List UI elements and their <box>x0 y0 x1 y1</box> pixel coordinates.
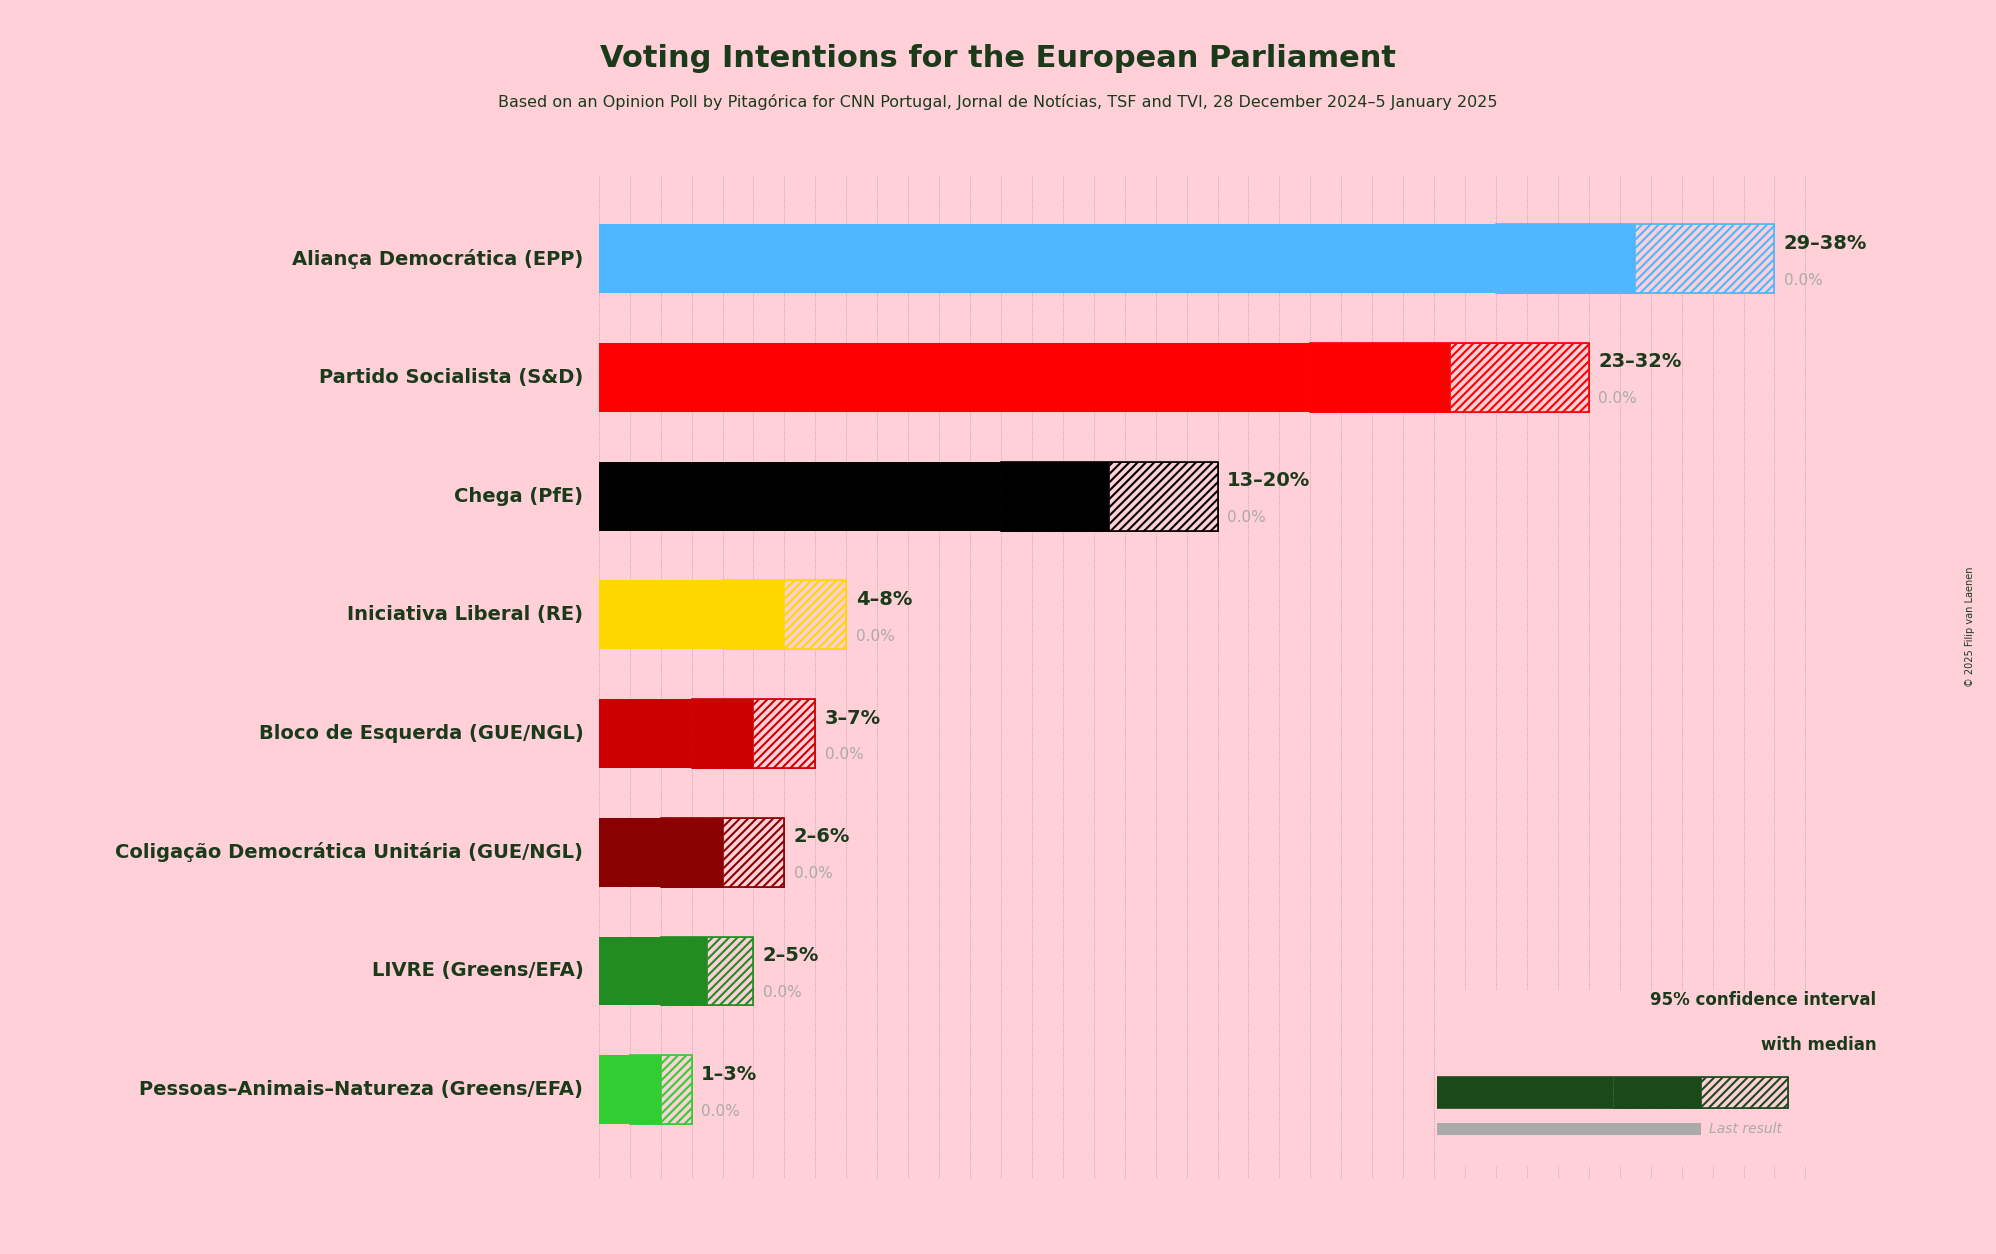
Text: 13–20%: 13–20% <box>1228 472 1309 490</box>
Bar <box>1437 1077 1613 1109</box>
Bar <box>599 700 691 767</box>
Bar <box>599 342 1309 411</box>
Bar <box>661 818 723 887</box>
Text: © 2025 Filip van Laenen: © 2025 Filip van Laenen <box>1964 567 1976 687</box>
Bar <box>599 581 723 650</box>
Bar <box>691 700 814 767</box>
Text: with median: with median <box>1760 1036 1876 1055</box>
Bar <box>1497 224 1774 293</box>
Text: 0.0%: 0.0% <box>701 1104 741 1119</box>
Bar <box>1000 461 1110 530</box>
Text: 0.0%: 0.0% <box>1784 272 1822 287</box>
Bar <box>1701 1077 1788 1109</box>
Text: 4–8%: 4–8% <box>856 589 912 609</box>
Text: 29–38%: 29–38% <box>1784 233 1866 253</box>
Bar <box>599 224 1497 293</box>
Bar <box>723 818 784 887</box>
Bar <box>784 581 846 650</box>
Text: Coligação Democrática Unitária (GUE/NGL): Coligação Democrática Unitária (GUE/NGL) <box>116 843 583 863</box>
Text: Partido Socialista (S&D): Partido Socialista (S&D) <box>319 367 583 387</box>
Bar <box>1497 224 1635 293</box>
Bar <box>661 937 752 1006</box>
Text: 0.0%: 0.0% <box>1599 391 1637 406</box>
Bar <box>723 581 784 650</box>
Bar <box>723 581 846 650</box>
Text: Chega (PfE): Chega (PfE) <box>455 487 583 505</box>
Text: 0.0%: 0.0% <box>856 628 894 643</box>
Text: Last result: Last result <box>1709 1122 1782 1136</box>
Bar <box>1613 1077 1701 1109</box>
Bar <box>1635 224 1774 293</box>
Text: Voting Intentions for the European Parliament: Voting Intentions for the European Parli… <box>601 44 1395 73</box>
Text: 23–32%: 23–32% <box>1599 352 1681 371</box>
Bar <box>599 1056 629 1124</box>
Bar <box>1437 1077 1788 1109</box>
Bar <box>1309 342 1449 411</box>
Bar <box>629 1056 691 1124</box>
Text: 2–5%: 2–5% <box>762 946 818 966</box>
Bar <box>629 1056 661 1124</box>
Text: 0.0%: 0.0% <box>762 984 802 999</box>
Bar <box>707 937 752 1006</box>
Text: 95% confidence interval: 95% confidence interval <box>1651 991 1876 1008</box>
Text: Pessoas–Animais–Natureza (Greens/EFA): Pessoas–Animais–Natureza (Greens/EFA) <box>140 1080 583 1100</box>
Text: Aliança Democrática (EPP): Aliança Democrática (EPP) <box>291 248 583 268</box>
Bar <box>1110 461 1218 530</box>
Bar <box>1000 461 1218 530</box>
Bar <box>1437 1124 1701 1136</box>
Bar <box>599 461 1000 530</box>
Bar <box>599 818 661 887</box>
Text: Iniciativa Liberal (RE): Iniciativa Liberal (RE) <box>347 606 583 624</box>
Text: 2–6%: 2–6% <box>794 828 850 846</box>
Text: 0.0%: 0.0% <box>1228 510 1265 525</box>
Bar <box>752 700 814 767</box>
Text: 3–7%: 3–7% <box>824 709 880 727</box>
Bar <box>1309 342 1589 411</box>
Bar <box>599 937 661 1006</box>
Text: 1–3%: 1–3% <box>701 1065 756 1083</box>
Bar <box>691 700 752 767</box>
Text: Bloco de Esquerda (GUE/NGL): Bloco de Esquerda (GUE/NGL) <box>259 724 583 744</box>
Text: 0.0%: 0.0% <box>824 747 864 762</box>
Bar <box>661 1056 691 1124</box>
Bar <box>661 937 707 1006</box>
Text: 0.0%: 0.0% <box>794 867 832 882</box>
Bar <box>1449 342 1589 411</box>
Bar <box>661 818 784 887</box>
Text: LIVRE (Greens/EFA): LIVRE (Greens/EFA) <box>371 962 583 981</box>
Text: Based on an Opinion Poll by Pitagórica for CNN Portugal, Jornal de Notícias, TSF: Based on an Opinion Poll by Pitagórica f… <box>499 94 1497 110</box>
